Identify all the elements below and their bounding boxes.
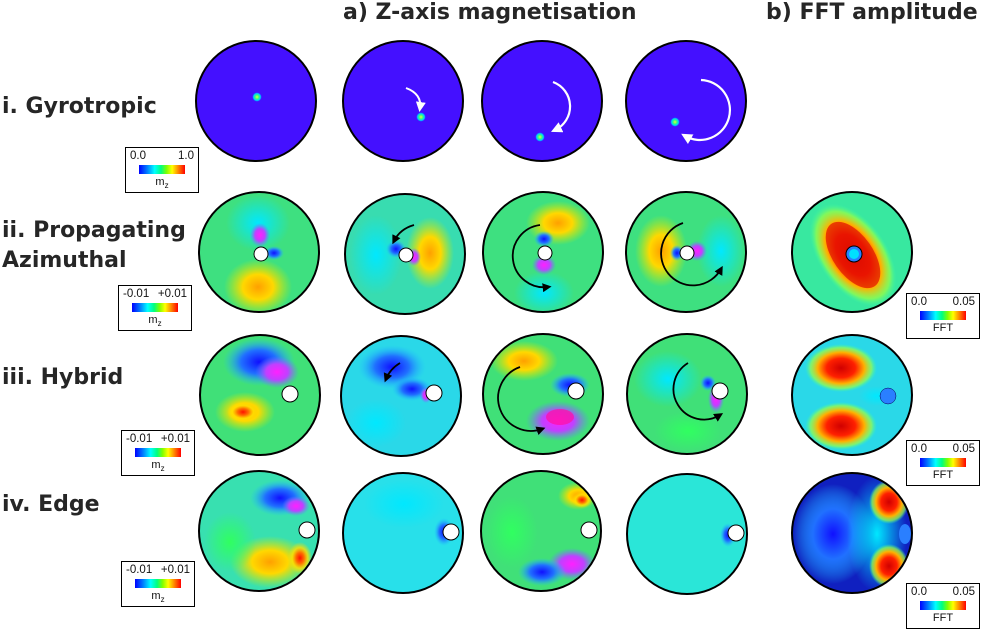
gyro-disc-3 (481, 40, 603, 162)
rotation-arrow (392, 224, 415, 245)
colorbar-fft-edge: 0.0 0.05 FFT (906, 583, 980, 629)
hybrid-disc-2 (340, 335, 462, 457)
edge-disc-3 (480, 470, 602, 592)
colorbar-gradient (920, 311, 966, 320)
colorbar-unit: mz (148, 314, 162, 329)
edge-disc-2 (342, 472, 464, 594)
row-label-hybrid: iii. Hybrid (2, 363, 123, 393)
header-fft-amplitude: b) FFT amplitude (766, 0, 978, 25)
hybrid-disc-4 (626, 333, 748, 455)
azim-disc-3 (482, 191, 604, 313)
colorbar-gradient (920, 601, 966, 610)
vortex-core (252, 92, 262, 102)
rotation-arrow (681, 78, 732, 145)
header-z-axis-magnetisation: a) Z-axis magnetisation (343, 0, 637, 25)
row-label-propagating-azimuthal: ii. Propagating Azimuthal (2, 216, 186, 276)
row-label-edge: iv. Edge (2, 490, 100, 520)
colorbar-gradient (135, 448, 181, 457)
row-label-hybrid-text: iii. Hybrid (2, 365, 124, 390)
fft-edge-disc (791, 472, 913, 594)
vortex-core (670, 117, 680, 127)
colorbar-fft-azimuthal: 0.0 0.05 FFT (906, 293, 980, 339)
colorbar-max: 1.0 (178, 150, 194, 162)
vortex-core (416, 112, 426, 122)
azim-disc-2 (344, 193, 466, 315)
colorbar-min: 0.0 (911, 296, 927, 308)
colorbar-unit: mz (155, 176, 169, 191)
hybrid-disc-1 (199, 334, 321, 456)
rotation-arrow (383, 362, 401, 383)
gyro-disc-4 (625, 40, 747, 162)
colorbar-gradient (920, 458, 966, 467)
azim-disc-1 (198, 191, 320, 313)
colorbar-edge: -0.01 +0.01 mz (121, 561, 195, 607)
fft-hybrid-disc (791, 334, 913, 456)
colorbar-unit: mz (151, 590, 165, 605)
gyro-disc-1 (195, 40, 317, 162)
edge-disc-4 (626, 473, 748, 595)
colorbar-gradient (132, 303, 178, 312)
colorbar-max: +0.01 (157, 288, 187, 300)
rotation-arrow (660, 222, 723, 287)
colorbar-min: 0.0 (911, 586, 927, 598)
colorbar-unit: FFT (932, 322, 954, 334)
colorbar-unit: FFT (932, 469, 954, 481)
rotation-arrow (672, 362, 724, 422)
azim-disc-4 (625, 191, 747, 313)
colorbar-max: 0.05 (952, 443, 975, 455)
row-label-gyrotropic-text: i. Gyrotropic (2, 94, 157, 119)
row-label-gyrotropic: i. Gyrotropic (2, 92, 157, 122)
colorbar-hybrid: -0.01 +0.01 mz (121, 430, 195, 476)
colorbar-gyrotropic: 0.0 1.0 mz (125, 147, 199, 193)
row-label-azimuthal-line2: Azimuthal (2, 248, 127, 273)
colorbar-max: 0.05 (952, 296, 975, 308)
colorbar-max: +0.01 (160, 564, 190, 576)
colorbar-min: 0.0 (911, 443, 927, 455)
rotation-arrow (497, 366, 546, 436)
row-label-edge-text: iv. Edge (2, 492, 100, 517)
vortex-core (535, 132, 545, 142)
rotation-arrow (511, 224, 552, 293)
colorbar-unit: FFT (932, 612, 954, 624)
colorbar-max: +0.01 (160, 433, 190, 445)
colorbar-min: -0.01 (126, 564, 153, 576)
edge-disc-1 (198, 470, 320, 592)
colorbar-unit: mz (151, 459, 165, 474)
colorbar-min: 0.0 (130, 150, 146, 162)
hybrid-disc-3 (482, 333, 604, 455)
colorbar-gradient (139, 165, 185, 174)
colorbar-min: -0.01 (123, 288, 150, 300)
colorbar-max: 0.05 (952, 586, 975, 598)
gyro-disc-2 (342, 40, 464, 162)
fft-azim-disc (791, 191, 913, 313)
colorbar-azimuthal: -0.01 +0.01 mz (118, 285, 192, 331)
colorbar-gradient (135, 579, 181, 588)
row-label-azimuthal-line1: ii. Propagating (2, 218, 186, 243)
colorbar-fft-hybrid: 0.0 0.05 FFT (906, 440, 980, 486)
rotation-arrow (551, 80, 572, 133)
rotation-arrow (405, 87, 426, 112)
colorbar-min: -0.01 (126, 433, 153, 445)
